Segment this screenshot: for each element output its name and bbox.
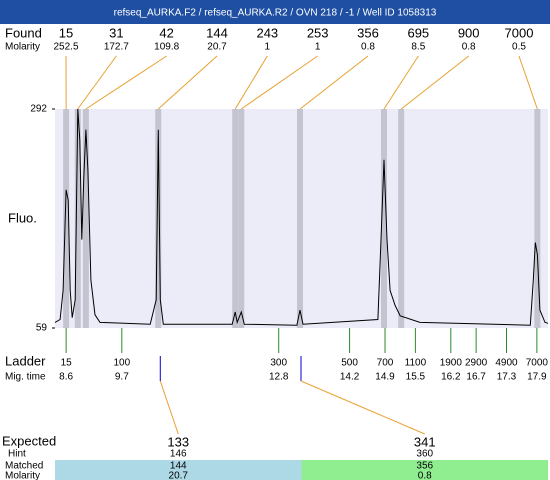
peak-band xyxy=(534,109,541,328)
found-size: 15 xyxy=(59,25,73,40)
peak-connector xyxy=(234,55,268,110)
peak-connector xyxy=(240,55,318,110)
title: refseq_AURKA.F2 / refseq_AURKA.R2 / OVN … xyxy=(114,8,437,19)
y-tick-label: 292 xyxy=(30,104,47,115)
ladder-time: 16.2 xyxy=(441,372,461,383)
molarity-value: 20.7 xyxy=(169,471,189,480)
ladder-time: 16.7 xyxy=(466,372,486,383)
found-size: 42 xyxy=(159,25,173,40)
found-molarity: 0.8 xyxy=(361,42,375,53)
found-molarity: 1 xyxy=(315,42,321,53)
found-label: Found xyxy=(5,25,42,40)
found-size: 356 xyxy=(357,25,379,40)
hint-label: Hint xyxy=(8,449,26,460)
expected-connector xyxy=(159,380,179,435)
ladder-time: 14.9 xyxy=(375,372,395,383)
matched-value: 356 xyxy=(416,461,433,472)
peak-connector xyxy=(77,55,117,110)
found-molarity: 252.5 xyxy=(53,42,78,53)
hint-value: 360 xyxy=(416,449,433,460)
matched-label: Matched xyxy=(5,461,43,472)
found-molarity: 20.7 xyxy=(207,42,227,53)
found-molarity: 1 xyxy=(265,42,271,53)
peak-connector xyxy=(383,55,419,110)
trace xyxy=(54,108,549,326)
peak-band xyxy=(155,109,162,328)
mig-time-label: Mig. time xyxy=(5,372,46,383)
expected-connector xyxy=(300,380,425,435)
found-molarity: 0.8 xyxy=(462,42,476,53)
found-molarity: 109.8 xyxy=(154,42,179,53)
ladder-size: 15 xyxy=(61,358,73,369)
found-molarity-label: Molarity xyxy=(5,42,40,53)
ladder-size: 300 xyxy=(270,358,287,369)
found-size: 900 xyxy=(458,25,480,40)
peak-band xyxy=(82,109,89,328)
expected-band xyxy=(301,460,548,480)
ladder-time: 9.7 xyxy=(115,372,129,383)
expected-band xyxy=(55,460,302,480)
hint-value: 146 xyxy=(170,449,187,460)
ladder-size: 4900 xyxy=(495,358,518,369)
found-size: 7000 xyxy=(505,25,534,40)
ladder-size: 1100 xyxy=(405,358,427,369)
peak-band xyxy=(296,109,303,328)
ladder-time: 14.2 xyxy=(340,372,360,383)
peak-band xyxy=(381,109,388,328)
ladder-size: 100 xyxy=(113,358,130,369)
peak-connector xyxy=(299,55,369,110)
found-molarity: 172.7 xyxy=(104,42,129,53)
expected-label: Expected xyxy=(2,433,56,448)
peak-band xyxy=(232,109,239,328)
title-bar xyxy=(0,0,550,24)
found-size: 31 xyxy=(109,25,123,40)
found-size: 144 xyxy=(206,25,228,40)
ladder-time: 15.5 xyxy=(406,372,426,383)
ladder-time: 12.8 xyxy=(269,372,289,383)
peak-connector xyxy=(157,55,218,110)
ladder-time: 17.9 xyxy=(527,372,547,383)
ladder-size: 7000 xyxy=(526,358,549,369)
ladder-size: 700 xyxy=(377,358,394,369)
ladder-size: 2900 xyxy=(465,358,488,369)
peak-band xyxy=(398,109,405,328)
peak-connector xyxy=(518,55,538,110)
peak-connector xyxy=(85,55,167,110)
ladder-label: Ladder xyxy=(5,353,46,368)
peak-connector xyxy=(400,55,469,110)
expected-value: 341 xyxy=(414,434,436,449)
peak-band xyxy=(74,109,81,328)
expected-value: 133 xyxy=(167,434,189,449)
peak-band xyxy=(238,109,245,328)
found-size: 695 xyxy=(407,25,429,40)
found-molarity: 8.5 xyxy=(411,42,425,53)
y-label: Fluo. xyxy=(8,210,37,225)
ladder-size: 1900 xyxy=(440,358,463,369)
ladder-size: 500 xyxy=(341,358,358,369)
ladder-time: 17.3 xyxy=(497,372,517,383)
found-size: 243 xyxy=(256,25,278,40)
matched-value: 144 xyxy=(170,461,187,472)
y-tick-label: 59 xyxy=(36,323,48,334)
peak-band xyxy=(63,109,70,328)
molarity-label: Molarity xyxy=(5,471,40,480)
found-size: 253 xyxy=(307,25,329,40)
ladder-time: 8.6 xyxy=(59,372,73,383)
found-molarity: 0.5 xyxy=(512,42,526,53)
molarity-value: 0.8 xyxy=(418,471,432,480)
